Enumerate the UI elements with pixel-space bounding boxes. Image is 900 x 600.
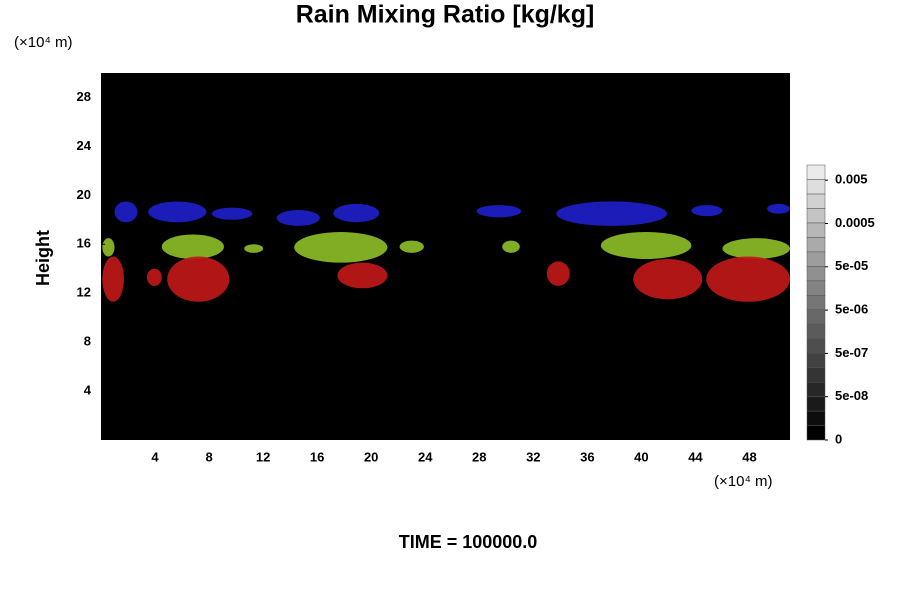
rain-region	[102, 238, 115, 257]
colorbar-band	[806, 396, 826, 412]
colorbar-label: 0.005	[835, 172, 868, 187]
x-tick-label: 36	[580, 449, 594, 464]
colorbar-label: 5e-07	[835, 345, 868, 360]
y-tick-label: 28	[77, 89, 91, 104]
rain-region	[102, 256, 124, 302]
x-tick-label: 12	[256, 449, 270, 464]
colorbar-label: 5e-05	[835, 258, 868, 273]
rain-region	[148, 201, 207, 223]
rain-region	[633, 258, 703, 300]
colorbar-band	[806, 208, 826, 224]
colorbar-band	[806, 266, 826, 282]
colorbar-band	[806, 237, 826, 253]
rain-region	[294, 232, 388, 263]
colorbar-label: 5e-06	[835, 302, 868, 317]
rain-region	[691, 205, 723, 217]
x-tick-label: 32	[526, 449, 540, 464]
plot-area	[101, 73, 790, 440]
rain-region	[337, 262, 388, 289]
rain-region	[161, 234, 224, 259]
colorbar-band	[806, 179, 826, 195]
colorbar-band	[806, 251, 826, 267]
x-tick-label: 44	[688, 449, 703, 464]
chart-title: Rain Mixing Ratio [kg/kg]	[296, 1, 595, 29]
x-tick-label: 40	[634, 449, 648, 464]
colorbar-band	[806, 367, 826, 383]
x-tick-label: 24	[418, 449, 433, 464]
rain-region	[276, 210, 320, 226]
colorbar-label: 0.0005	[835, 215, 875, 230]
y-tick-label: 20	[77, 187, 91, 202]
colorbar-band	[806, 164, 826, 180]
rain-region	[211, 207, 253, 220]
colorbar-label: 0	[835, 431, 842, 446]
y-tick-label: 24	[77, 138, 92, 153]
x-tick-label: 20	[364, 449, 378, 464]
colorbar-band	[806, 323, 826, 339]
rain-region	[333, 203, 380, 223]
rain-region	[502, 240, 520, 253]
x-tick-label: 16	[310, 449, 324, 464]
colorbar-band	[806, 425, 826, 441]
rain-region	[167, 256, 230, 302]
rain-region	[399, 240, 424, 253]
colorbar-band	[806, 193, 826, 209]
colorbar-band	[806, 410, 826, 426]
x-tick-label: 28	[472, 449, 486, 464]
colorbar-band	[806, 352, 826, 368]
rain-region	[722, 238, 790, 259]
x-unit: (×10⁴ m)	[714, 473, 773, 490]
rain-region	[767, 203, 790, 214]
x-tick-label: 8	[205, 449, 212, 464]
y-tick-label: 4	[84, 383, 92, 398]
rain-region	[546, 261, 570, 286]
rain-region	[476, 205, 522, 218]
y-unit: (×10⁴ m)	[14, 34, 73, 51]
colorbar-band	[806, 295, 826, 310]
y-tick-label: 8	[84, 334, 91, 349]
footer: TIME = 100000.0	[399, 532, 538, 552]
rain-region	[706, 256, 791, 302]
colorbar-band	[806, 280, 826, 296]
x-tick-label: 48	[742, 449, 756, 464]
y-axis-label: Height	[33, 230, 53, 286]
x-tick-label: 4	[151, 449, 159, 464]
rain-region	[244, 244, 264, 253]
rain-region	[600, 232, 692, 259]
rain-region	[556, 201, 668, 226]
rain-region	[114, 201, 138, 223]
colorbar-band	[806, 381, 826, 397]
colorbar-band	[806, 309, 826, 325]
y-tick-label: 12	[77, 285, 91, 300]
colorbar-label: 5e-08	[835, 388, 868, 403]
rain-region	[146, 268, 162, 286]
colorbar-band	[806, 222, 826, 238]
colorbar-band	[806, 338, 826, 354]
y-tick-label: 16	[77, 236, 91, 251]
